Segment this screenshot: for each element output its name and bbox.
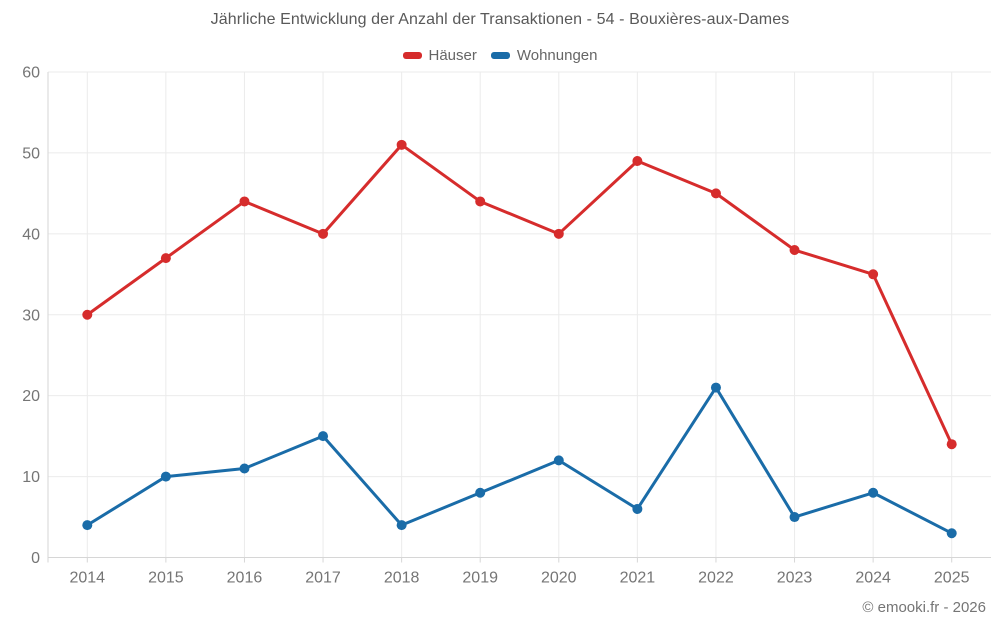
legend-item-haeuser[interactable]: Häuser: [402, 47, 477, 64]
x-axis-tick-label: 2024: [855, 570, 891, 587]
chart-title: Jährliche Entwicklung der Anzahl der Tra…: [210, 11, 790, 28]
data-point-wohnungen: [710, 382, 721, 393]
data-point-häuser: [553, 228, 564, 239]
copyright-text: © emooki.fr - 2026: [862, 599, 986, 616]
data-point-wohnungen: [82, 520, 93, 531]
y-axis-tick-label: 50: [22, 145, 40, 162]
y-axis-tick-label: 30: [22, 307, 40, 324]
haeuser-series-swatch-icon: [402, 52, 422, 59]
x-axis-tick-label: 2023: [777, 570, 813, 587]
y-axis-tick-label: 40: [22, 226, 40, 243]
data-point-wohnungen: [789, 512, 800, 523]
y-axis-tick-label: 20: [22, 388, 40, 405]
data-point-wohnungen: [239, 463, 250, 474]
data-point-wohnungen: [946, 528, 957, 539]
legend-label-wohnungen: Wohnungen: [516, 47, 598, 64]
wohnungen-series-swatch-icon: [490, 52, 510, 59]
x-axis-tick-label: 2015: [148, 570, 184, 587]
data-point-häuser: [239, 196, 250, 207]
x-axis-tick-label: 2025: [934, 570, 970, 587]
x-axis-tick-label: 2016: [227, 570, 263, 587]
data-point-häuser: [82, 309, 93, 320]
x-axis-tick-label: 2018: [384, 570, 420, 587]
data-point-häuser: [396, 139, 407, 150]
series-line-häuser: [85, 143, 954, 446]
data-point-wohnungen: [396, 520, 407, 531]
x-axis-tick-label: 2020: [541, 570, 577, 587]
y-axis-tick-label: 0: [31, 550, 40, 567]
data-point-häuser: [868, 269, 879, 280]
chart-legend: Häuser Wohnungen: [0, 47, 1000, 64]
x-axis-tick-label: 2022: [698, 570, 734, 587]
data-point-häuser: [946, 439, 957, 450]
x-axis-tick-label: 2017: [305, 570, 341, 587]
data-point-häuser: [632, 156, 643, 167]
data-point-wohnungen: [160, 471, 171, 482]
series-line-wohnungen: [85, 386, 954, 535]
data-point-wohnungen: [632, 503, 643, 514]
data-point-wohnungen: [318, 431, 329, 442]
data-point-häuser: [318, 228, 329, 239]
data-point-wohnungen: [868, 487, 879, 498]
data-point-häuser: [160, 253, 171, 264]
data-point-wohnungen: [553, 455, 564, 466]
x-axis-tick-label: 2021: [620, 570, 656, 587]
y-axis-tick-label: 10: [22, 469, 40, 486]
x-axis-tick-label: 2019: [462, 570, 498, 587]
data-point-häuser: [789, 245, 800, 256]
data-point-häuser: [475, 196, 486, 207]
data-point-wohnungen: [475, 487, 486, 498]
legend-item-wohnungen[interactable]: Wohnungen: [490, 47, 598, 64]
y-axis-tick-label: 60: [22, 65, 40, 82]
legend-label-haeuser: Häuser: [428, 47, 477, 64]
x-axis-tick-label: 2014: [69, 570, 105, 587]
data-point-häuser: [710, 188, 721, 199]
